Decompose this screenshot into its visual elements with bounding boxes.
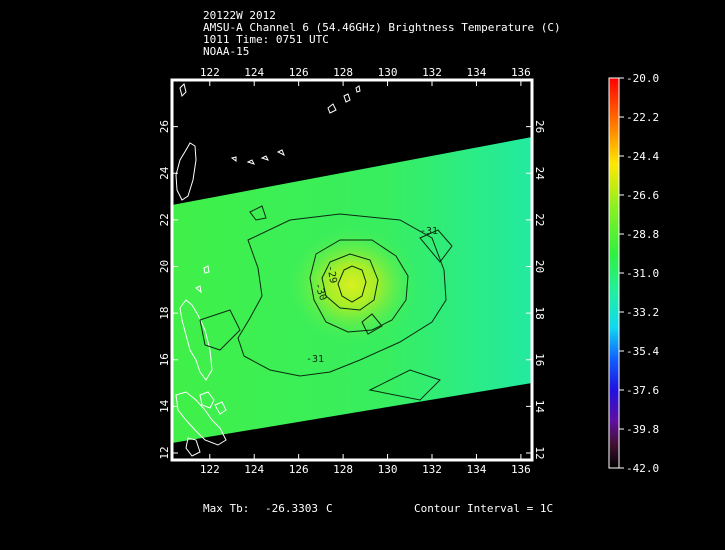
colorbar-tick-label: -37.6 xyxy=(626,384,659,397)
lat-tick-label-left: 26 xyxy=(158,120,171,133)
title-storm-id: 20122W 2012 xyxy=(203,9,276,22)
lat-tick-label-left: 16 xyxy=(158,353,171,366)
map-frame xyxy=(170,78,534,462)
colorbar-ticks: -20.0 -22.2 -24.4 -26.6 -28.8 -31.0 -33.2 -35.4… xyxy=(619,72,659,475)
colorbar xyxy=(608,77,620,469)
max-tb-value: -26.3303 xyxy=(265,502,318,515)
lat-tick-label-right: 14 xyxy=(533,400,546,414)
lat-tick-label-right: 24 xyxy=(533,167,546,181)
colorbar-tick-label: -31.0 xyxy=(626,267,659,280)
title-product: AMSU-A Channel 6 (54.46GHz) Brightness T… xyxy=(203,21,561,34)
lon-tick-label-bottom: 132 xyxy=(422,463,442,476)
title-block: 20122W 2012 AMSU-A Channel 6 (54.46GHz) B… xyxy=(203,10,561,58)
colorbar-tick-label: -33.2 xyxy=(626,306,659,319)
colorbar-tick-label: -28.8 xyxy=(626,228,659,241)
lon-tick-label-bottom: 136 xyxy=(511,463,531,476)
lon-tick-label-top: 134 xyxy=(467,66,487,79)
lat-tick-label-left: 12 xyxy=(158,446,171,459)
contour-interval: Contour Interval = 1C xyxy=(414,502,554,515)
storm-warm-core xyxy=(284,225,420,345)
lon-tick-label-top: 136 xyxy=(511,66,531,79)
colorbar-tick-label: -26.6 xyxy=(626,189,659,202)
colorbar-tick-label: -24.4 xyxy=(626,150,659,163)
contour-label: -31 xyxy=(420,226,438,237)
lat-tick-label-left: 20 xyxy=(158,260,171,273)
lat-tick-label-right: 20 xyxy=(533,260,546,273)
lon-tick-label-top: 126 xyxy=(289,66,309,79)
colorbar-tick-label: -35.4 xyxy=(626,345,659,358)
lon-tick-label-top: 124 xyxy=(244,66,264,79)
max-tb-unit: C xyxy=(326,502,333,515)
colorbar-tick-label: -42.0 xyxy=(626,462,659,475)
lon-tick-label-bottom: 126 xyxy=(289,463,309,476)
lat-tick-label-left: 24 xyxy=(158,166,171,180)
lon-tick-label-top: 132 xyxy=(422,66,442,79)
axis-ticks: 122 122 124 124 126 126 128 128 130 130 132 132 134 1… xyxy=(158,66,546,476)
max-tb-label: Max Tb: xyxy=(203,502,250,515)
contour-label: -29 xyxy=(324,265,338,285)
lat-tick-label-right: 26 xyxy=(533,120,546,133)
coastlines xyxy=(175,83,361,457)
lon-tick-label-bottom: 134 xyxy=(467,463,487,476)
lat-tick-label-left: 18 xyxy=(158,307,171,320)
title-time: 1011 Time: 0751 UTC xyxy=(203,33,329,46)
contour-label: -31 xyxy=(306,354,324,365)
lat-tick-label-left: 22 xyxy=(158,213,171,226)
lon-tick-label-bottom: 128 xyxy=(333,463,353,476)
lon-tick-label-top: 130 xyxy=(378,66,398,79)
title-satellite: NOAA-15 xyxy=(203,45,250,58)
lon-tick-label-bottom: 122 xyxy=(200,463,220,476)
colorbar-tick-label: -22.2 xyxy=(626,111,659,124)
lon-tick-label-top: 128 xyxy=(333,66,353,79)
lat-tick-label-right: 12 xyxy=(533,446,546,459)
temperature-contours xyxy=(199,205,453,401)
lon-tick-label-bottom: 130 xyxy=(378,463,398,476)
colorbar-tick-label: -39.8 xyxy=(626,423,659,436)
lat-tick-label-right: 18 xyxy=(533,307,546,320)
lon-tick-label-top: 122 xyxy=(200,66,220,79)
lat-tick-label-left: 14 xyxy=(158,399,171,413)
lon-tick-label-bottom: 124 xyxy=(244,463,264,476)
lat-tick-label-right: 16 xyxy=(533,353,546,366)
lat-tick-label-right: 22 xyxy=(533,213,546,226)
colorbar-tick-label: -20.0 xyxy=(626,72,659,85)
